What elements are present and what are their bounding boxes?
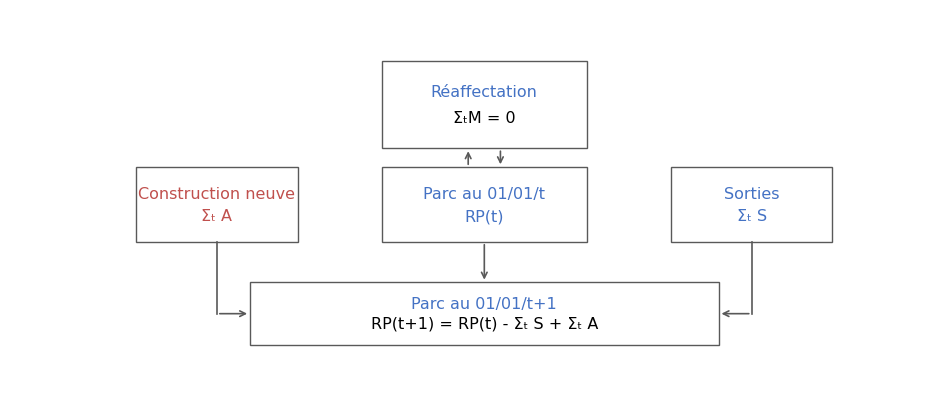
Text: RP(t): RP(t) — [464, 209, 503, 224]
Text: ΣₜM = 0: ΣₜM = 0 — [452, 111, 515, 126]
FancyBboxPatch shape — [249, 283, 717, 345]
Text: RP(t+1) = RP(t) - Σₜ S + Σₜ A: RP(t+1) = RP(t) - Σₜ S + Σₜ A — [370, 316, 598, 331]
Text: Construction neuve: Construction neuve — [139, 187, 295, 202]
Text: Parc au 01/01/t+1: Parc au 01/01/t+1 — [411, 297, 557, 312]
Text: Réaffectation: Réaffectation — [430, 85, 537, 100]
Text: Sorties: Sorties — [723, 187, 779, 202]
FancyBboxPatch shape — [381, 167, 586, 242]
Text: Σₜ S: Σₜ S — [735, 209, 766, 224]
FancyBboxPatch shape — [670, 167, 832, 242]
Text: Parc au 01/01/t: Parc au 01/01/t — [423, 187, 545, 202]
FancyBboxPatch shape — [136, 167, 297, 242]
FancyBboxPatch shape — [381, 61, 586, 148]
Text: Σₜ A: Σₜ A — [201, 209, 232, 224]
